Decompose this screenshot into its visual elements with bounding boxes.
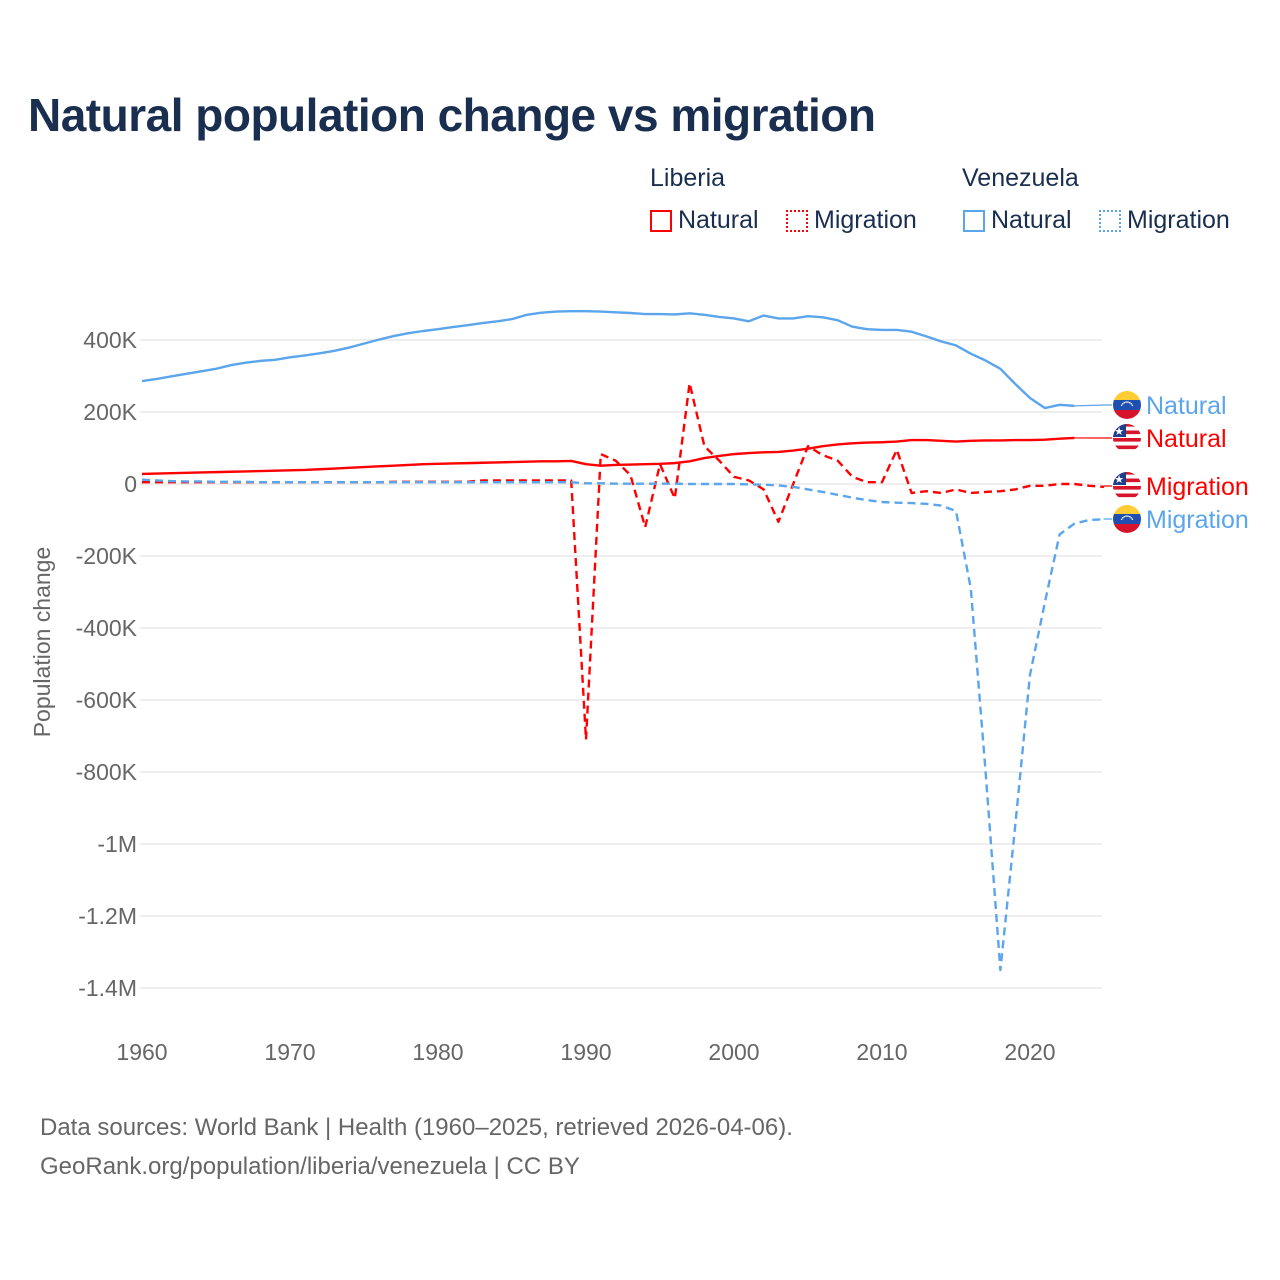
label-connector: [1074, 404, 1112, 407]
y-axis-label: Population change: [29, 547, 55, 738]
y-tick-label: 0: [124, 471, 137, 497]
legend-label: Migration: [814, 206, 917, 234]
y-tick-label: -1.2M: [78, 903, 137, 929]
svg-text:★: ★: [1114, 473, 1124, 486]
legend-venezuela-migration[interactable]: Migration: [1099, 206, 1230, 235]
series-line-liberia-migration: [142, 382, 1105, 741]
series-line-liberia-natural: [141, 436, 1075, 476]
legend-swatch-dotted: [786, 209, 808, 232]
x-tick-label: 1970: [264, 1039, 315, 1065]
label-connector: [1103, 485, 1112, 487]
legend-venezuela-natural[interactable]: Natural: [963, 206, 1072, 235]
x-axis-ticks: 1960 1970 1980 1990 2000 2010 2020: [116, 1039, 1055, 1065]
end-label: Natural: [1146, 425, 1227, 453]
legend-swatch-dotted: [1099, 209, 1121, 232]
venezuela-flag-icon: [1113, 505, 1141, 533]
source-line-2[interactable]: GeoRank.org/population/liberia/venezuela…: [40, 1153, 580, 1180]
legend-group-liberia: Liberia: [650, 164, 726, 192]
y-tick-label: -400K: [76, 615, 138, 641]
y-tick-label: -800K: [76, 759, 138, 785]
chart-title: Natural population change vs migration: [28, 89, 876, 141]
end-labels: Natural ★ Natural ★ Migration Migration: [1074, 391, 1249, 534]
x-tick-label: 2010: [856, 1039, 907, 1065]
y-axis-ticks: 400K 200K 0 -200K -400K -600K -800K -1M -1.2M -1.…: [76, 327, 138, 1001]
y-tick-label: -200K: [76, 543, 138, 569]
series-line-venezuela-migration: [141, 478, 1105, 972]
x-tick-label: 2000: [708, 1039, 759, 1065]
legend-group-venezuela: Venezuela: [962, 164, 1079, 192]
legend-label: Natural: [991, 206, 1072, 234]
legend-label: Natural: [678, 206, 759, 234]
legend-liberia-migration[interactable]: Migration: [786, 206, 917, 235]
legend-swatch-solid: [650, 209, 672, 232]
end-label: Natural: [1146, 392, 1227, 420]
liberia-flag-icon: ★: [1113, 424, 1141, 452]
y-tick-label: 400K: [83, 327, 137, 353]
end-label: Migration: [1146, 473, 1249, 501]
series-lines: [141, 310, 1105, 972]
x-tick-label: 1980: [412, 1039, 463, 1065]
legend-liberia-natural[interactable]: Natural: [650, 206, 759, 235]
x-tick-label: 1960: [116, 1039, 167, 1065]
series-line-venezuela-natural: [141, 310, 1075, 410]
end-label: Migration: [1146, 506, 1249, 534]
venezuela-flag-icon: [1113, 391, 1141, 419]
y-tick-label: -600K: [76, 687, 138, 713]
x-tick-label: 2020: [1004, 1039, 1055, 1065]
source-note: Data sources: World Bank | Health (1960–…: [40, 1108, 793, 1186]
source-line-1: Data sources: World Bank | Health (1960–…: [40, 1114, 793, 1141]
y-tick-label: -1M: [97, 831, 137, 857]
legend-swatch-solid: [963, 209, 985, 232]
x-tick-label: 1990: [560, 1039, 611, 1065]
svg-text:★: ★: [1114, 425, 1124, 438]
grid: [140, 339, 1102, 989]
legend-label: Migration: [1127, 206, 1230, 234]
y-tick-label: 200K: [83, 399, 137, 425]
liberia-flag-icon: ★: [1113, 472, 1141, 500]
y-tick-label: -1.4M: [78, 975, 137, 1001]
